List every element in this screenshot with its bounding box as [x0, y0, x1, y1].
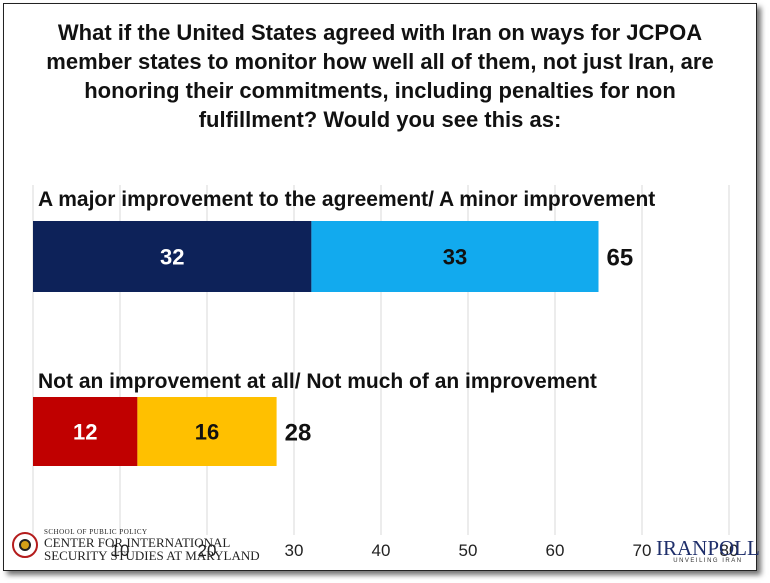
data-label: 16: [195, 420, 219, 445]
bar-segment: [137, 397, 277, 466]
x-tick-label: 80: [720, 541, 739, 560]
total-label: 65: [607, 245, 634, 272]
logo-center-line1: CENTER FOR INTERNATIONAL: [44, 535, 231, 550]
data-label: 32: [160, 245, 184, 270]
logo-school-label: SCHOOL OF PUBLIC POLICY: [44, 528, 148, 536]
bar-segment: [33, 221, 312, 292]
university-seal-icon: [12, 532, 38, 558]
cissm-logo: SCHOOL OF PUBLIC POLICY CENTER FOR INTER…: [12, 528, 260, 562]
iranpoll-logo: IRANPOLL UNVEILING IRAN: [656, 536, 760, 565]
total-label: 28: [285, 420, 312, 447]
x-tick-label: 70: [633, 541, 652, 560]
x-tick-label: 50: [459, 541, 478, 560]
data-label: 12: [73, 420, 97, 445]
category-label: A major improvement to the agreement/ A …: [38, 188, 655, 211]
chart-title: What if the United States agreed with Ir…: [46, 20, 714, 132]
iranpoll-tagline: UNVEILING IRAN: [673, 558, 743, 564]
x-tick-label: 60: [546, 541, 565, 560]
x-tick-label: 30: [285, 541, 304, 560]
x-tick-label: 10: [111, 541, 130, 560]
x-tick-label: 20: [198, 541, 217, 560]
x-tick-label: 40: [372, 541, 391, 560]
logo-center-line2: SECURITY STUDIES AT MARYLAND: [44, 548, 260, 563]
iranpoll-name: IRANPOLL: [656, 536, 760, 560]
bar-segment: [33, 397, 138, 466]
bar-segment: [311, 221, 599, 292]
category-label: Not an improvement at all/ Not much of a…: [38, 370, 597, 393]
data-label: 33: [443, 245, 467, 270]
